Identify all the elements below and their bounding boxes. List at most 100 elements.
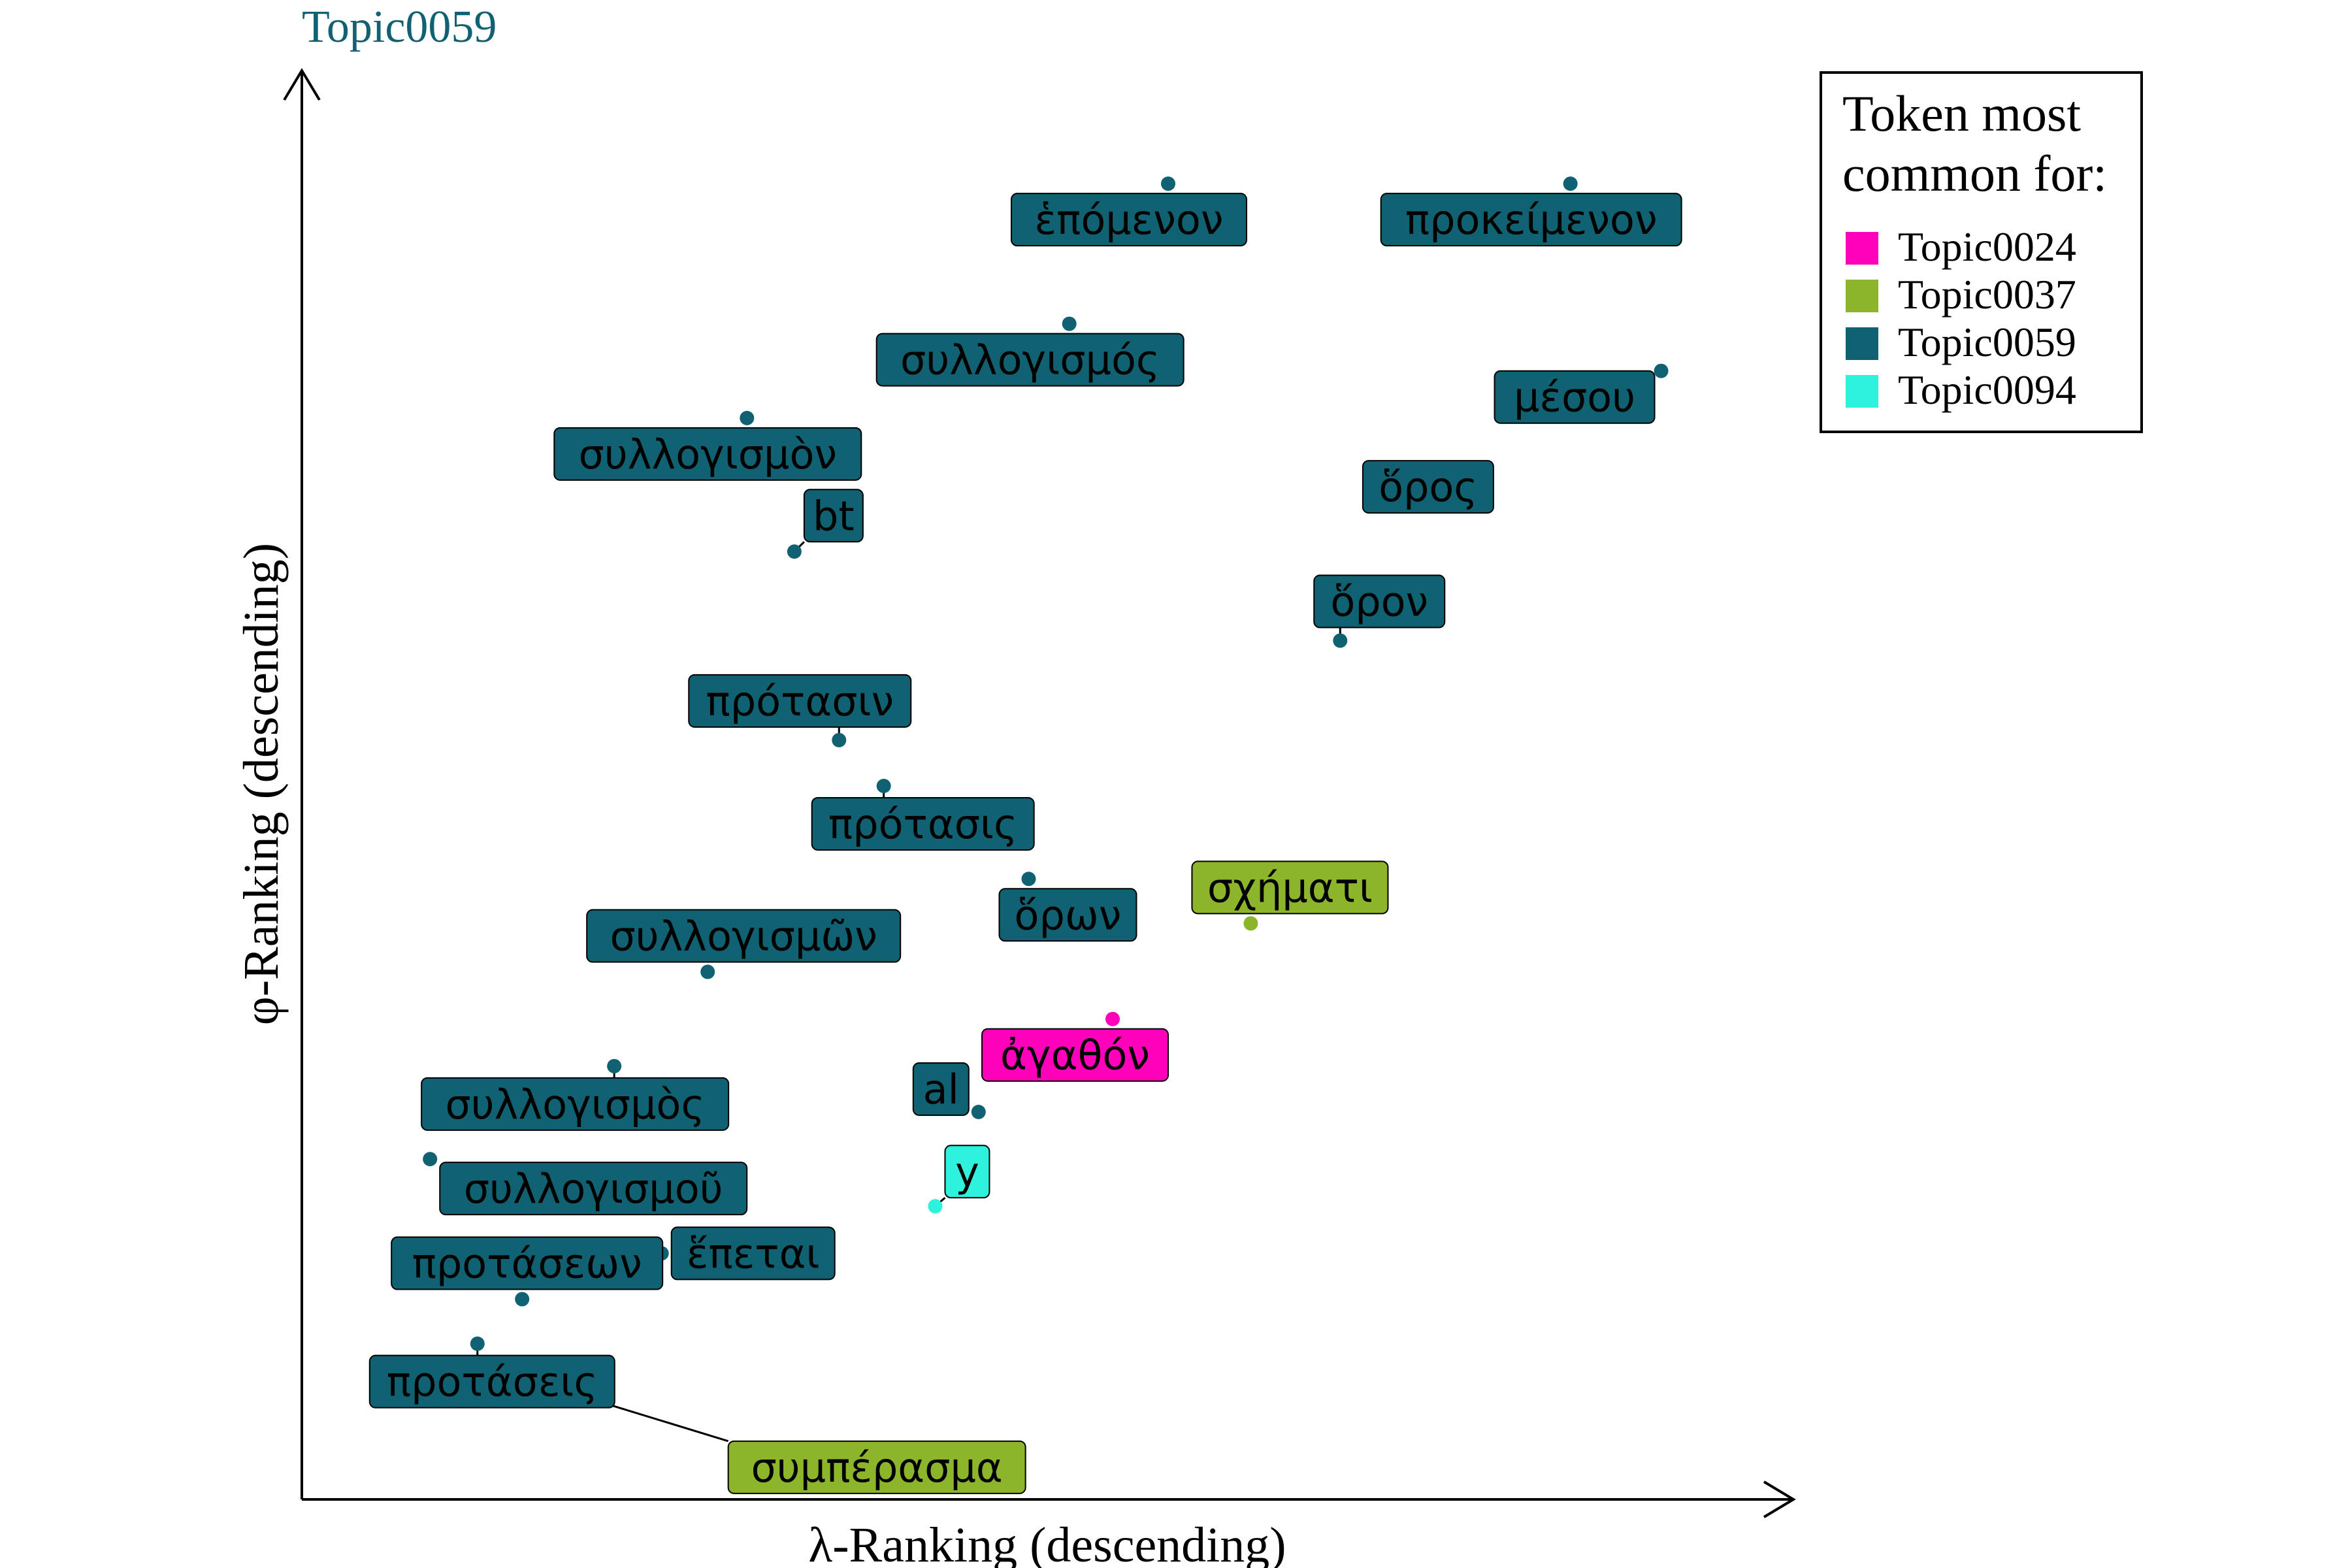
point-label: ὅρων (998, 888, 1137, 942)
point-label: προτάσεις (368, 1354, 615, 1409)
point-label-box (586, 909, 902, 963)
point-label-text: y (955, 1148, 979, 1196)
point-label-box (944, 1145, 990, 1199)
point-label: bt (803, 489, 864, 543)
data-point (515, 1292, 530, 1307)
data-point (1021, 872, 1036, 887)
point-label: ἕπεται (670, 1226, 836, 1281)
data-point (470, 1336, 485, 1351)
point-label-text: ἀγαθόν (1000, 1032, 1150, 1079)
point-label-text: ὅρον (1330, 578, 1428, 626)
point-label-text: συλλογισμοῦ (464, 1165, 723, 1213)
point-label-box (688, 674, 912, 728)
point-label-box (727, 1440, 1026, 1494)
point-label: συλλογισμοῦ (439, 1162, 748, 1216)
point-label-box (803, 489, 864, 543)
point-label: συμπέρασμα (727, 1440, 1026, 1494)
point-label-text: πρότασιν (706, 678, 894, 725)
point-label-text: bt (813, 492, 855, 540)
point-label: πρότασιν (688, 674, 912, 728)
point-label-text: ἑπόμενον (1035, 196, 1224, 244)
point-label-text: al (923, 1066, 959, 1113)
point-label: προκείμενον (1380, 193, 1682, 247)
axes (283, 68, 1796, 1518)
point-label: y (944, 1145, 990, 1199)
point-label: ὅρον (1313, 574, 1446, 629)
data-point (876, 778, 891, 793)
chart-title: Topic0059 (302, 2, 497, 52)
point-label: συλλογισμὸς (421, 1077, 730, 1131)
point-label-box (1010, 193, 1247, 247)
point-label-box (670, 1226, 836, 1281)
data-point (1105, 1011, 1120, 1026)
y-axis-label: φ-Ranking (descending) (234, 543, 289, 1025)
point-label-box (391, 1236, 664, 1290)
scatter-points: ἑπόμενον προκείμενον συλλογισμός μέσου συλλο… (368, 176, 1682, 1494)
legend-swatch (1846, 327, 1878, 360)
y-axis-arrow (283, 68, 321, 101)
point-label-text: προκείμενον (1405, 196, 1658, 244)
point-label-text: συλλογισμὸν (579, 431, 837, 478)
point-label-text: συλλογισμός (900, 336, 1160, 384)
point-label: ὅρος (1362, 460, 1494, 514)
point-label-text: συλλογισμὸς (446, 1081, 705, 1128)
x-axis-label: λ-Ranking (descending) (808, 1518, 1286, 1568)
point-label: πρότασις (811, 796, 1035, 851)
x-axis-arrow (1763, 1480, 1796, 1518)
legend: Token most common for: Topic0024Topic003… (1820, 71, 2143, 433)
point-label-box (1494, 370, 1656, 424)
point-label-text: προτάσεων (412, 1240, 642, 1288)
data-point (1160, 176, 1175, 191)
data-point (832, 732, 847, 747)
point-label: συλλογισμός (875, 333, 1184, 387)
point-label-box (1362, 460, 1494, 514)
legend-title-line-1: Token most (1842, 85, 2081, 142)
point-label-box (981, 1028, 1169, 1082)
data-point (423, 1152, 438, 1167)
data-point (928, 1199, 943, 1214)
point-label: ἀγαθόν (981, 1028, 1169, 1082)
point-label-text: σχήματι (1207, 864, 1373, 911)
legend-label: Topic0037 (1898, 271, 2076, 318)
point-label-text: ὅρων (1015, 891, 1122, 939)
point-label-box (439, 1162, 748, 1216)
data-point (607, 1058, 622, 1073)
point-label-box (875, 333, 1184, 387)
data-point (1333, 633, 1348, 648)
data-point (1062, 316, 1077, 331)
point-label: σχήματι (1191, 860, 1389, 915)
point-label-box (368, 1354, 615, 1409)
data-point (740, 410, 755, 425)
legend-label: Topic0094 (1898, 367, 2076, 413)
legend-title-line-2: common for: (1842, 145, 2107, 202)
point-label-text: συλλογισμῶν (610, 913, 877, 960)
point-label-text: μέσου (1514, 374, 1635, 421)
point-label: al (912, 1062, 970, 1116)
point-label-text: ἕπεται (687, 1230, 820, 1277)
point-label: συλλογισμὸν (553, 427, 862, 481)
data-point (1563, 176, 1578, 191)
point-label: ἑπόμενον (1010, 193, 1247, 247)
legend-label: Topic0059 (1898, 319, 2076, 365)
point-label-box (811, 796, 1035, 851)
point-label-text: προτάσεις (387, 1358, 598, 1406)
data-point (1243, 916, 1258, 931)
point-label: προτάσεων (391, 1236, 664, 1290)
point-label-box (1380, 193, 1682, 247)
point-label-box (421, 1077, 730, 1131)
data-point (1654, 363, 1669, 378)
point-label-box (1313, 574, 1446, 629)
legend-swatch (1846, 280, 1878, 312)
data-point (787, 544, 802, 559)
legend-swatch (1846, 375, 1878, 408)
point-label-box (912, 1062, 970, 1116)
point-label-text: συμπέρασμα (751, 1444, 1003, 1492)
point-label-box (1191, 860, 1389, 915)
point-label-text: πρότασις (828, 800, 1017, 848)
data-point (971, 1104, 986, 1119)
legend-swatch (1846, 232, 1878, 265)
point-label: μέσου (1494, 370, 1656, 424)
point-label-box (553, 427, 862, 481)
legend-label: Topic0024 (1898, 223, 2076, 270)
